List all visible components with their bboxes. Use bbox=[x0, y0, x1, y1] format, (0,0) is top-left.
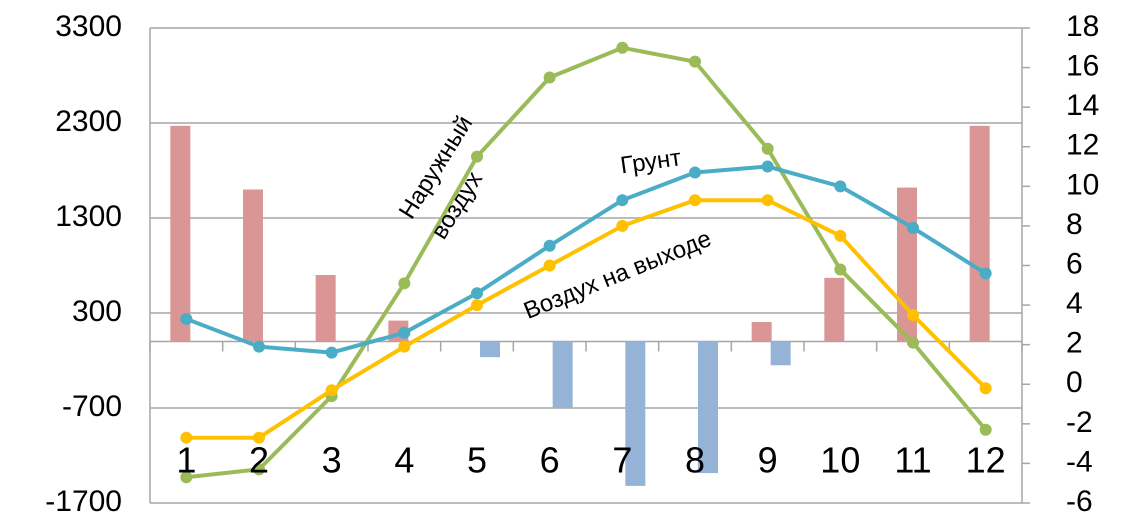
marker bbox=[761, 142, 774, 155]
line bbox=[185, 164, 987, 355]
marker bbox=[689, 166, 701, 179]
marker bbox=[907, 336, 919, 349]
bar bbox=[969, 125, 990, 342]
x-tick-label: 2 bbox=[249, 440, 269, 481]
marker bbox=[253, 463, 265, 476]
x-tick-label: 11 bbox=[894, 440, 931, 481]
y-tick-label: 3300 bbox=[55, 10, 122, 43]
marker bbox=[471, 299, 483, 312]
y-tick-label: 1300 bbox=[55, 200, 122, 233]
marker bbox=[979, 382, 992, 395]
x-tick-label: 5 bbox=[467, 440, 487, 481]
marker bbox=[834, 229, 847, 242]
line bbox=[186, 198, 988, 440]
marker bbox=[325, 384, 338, 397]
marker bbox=[398, 277, 411, 290]
y2-tick-label: 6 bbox=[1066, 247, 1083, 280]
y2-tick-label: 18 bbox=[1066, 10, 1099, 43]
bar bbox=[625, 341, 646, 486]
y2-tick-label: 2 bbox=[1066, 327, 1083, 360]
x-tick-label: 10 bbox=[820, 440, 860, 481]
marker bbox=[979, 423, 992, 436]
marker bbox=[834, 263, 847, 276]
marker bbox=[180, 431, 193, 444]
marker bbox=[616, 194, 629, 207]
y-tick-label: -700 bbox=[62, 390, 122, 423]
marker bbox=[616, 219, 629, 232]
marker bbox=[180, 312, 193, 325]
x-tick-label: 4 bbox=[394, 440, 414, 481]
marker bbox=[543, 71, 556, 84]
y2-tick-label: 8 bbox=[1066, 208, 1083, 241]
marker bbox=[398, 340, 411, 353]
y2-tick-label: 12 bbox=[1066, 129, 1099, 162]
marker bbox=[471, 287, 483, 300]
x-tick-label: 3 bbox=[322, 440, 342, 481]
bar bbox=[698, 341, 718, 474]
marker bbox=[907, 221, 919, 234]
bar bbox=[751, 322, 772, 342]
bar bbox=[170, 125, 191, 342]
y2-tick-label: 4 bbox=[1066, 287, 1083, 320]
marker bbox=[253, 431, 265, 444]
y2-tick-label: 10 bbox=[1066, 168, 1099, 201]
y2-tick-label: 14 bbox=[1066, 89, 1099, 122]
marker bbox=[689, 194, 701, 207]
bar bbox=[770, 341, 791, 366]
x-tick-label: 1 bbox=[176, 440, 196, 481]
y-tick-label: -1700 bbox=[45, 485, 122, 518]
bar bbox=[552, 341, 573, 408]
marker bbox=[689, 55, 701, 68]
marker bbox=[616, 41, 629, 54]
x-tick-label: 7 bbox=[612, 440, 632, 481]
line bbox=[186, 45, 988, 480]
marker bbox=[761, 194, 774, 207]
y2-tick-label: 0 bbox=[1066, 366, 1083, 399]
marker bbox=[471, 150, 483, 163]
y2-tick-label: 16 bbox=[1066, 50, 1099, 83]
bar bbox=[315, 275, 336, 342]
y2-tick-label: -6 bbox=[1066, 485, 1093, 518]
marker bbox=[907, 308, 919, 321]
bar bbox=[243, 189, 263, 342]
x-tick-label: 8 bbox=[685, 440, 705, 481]
x-tick-label: 6 bbox=[540, 440, 560, 481]
bar bbox=[480, 341, 500, 358]
annotation: Грунт bbox=[619, 144, 683, 179]
x-tick-label: 9 bbox=[758, 440, 778, 481]
marker bbox=[761, 160, 774, 173]
y-tick-label: 300 bbox=[72, 295, 122, 328]
marker bbox=[834, 180, 847, 193]
y2-tick-label: -4 bbox=[1066, 445, 1093, 478]
marker bbox=[979, 267, 992, 280]
bar bbox=[824, 277, 845, 342]
marker bbox=[253, 340, 265, 353]
y2-tick-label: -2 bbox=[1066, 406, 1093, 439]
y-tick-label: 2300 bbox=[55, 105, 122, 138]
x-tick-label: 12 bbox=[966, 440, 1006, 481]
marker bbox=[543, 259, 556, 272]
marker bbox=[543, 239, 556, 252]
marker bbox=[398, 326, 411, 339]
marker bbox=[325, 346, 338, 359]
marker bbox=[180, 471, 193, 484]
